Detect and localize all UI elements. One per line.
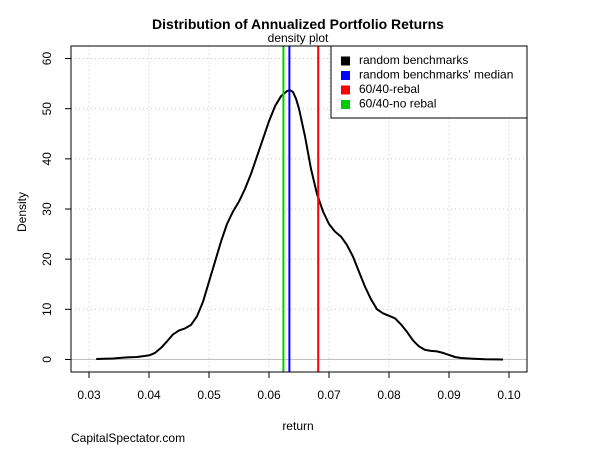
y-tick-label: 30 [40,202,54,216]
legend-box [330,45,528,119]
plot-data [71,46,527,372]
x-tick-label: 0.09 [437,388,461,402]
legend-label: random benchmarks' median [359,68,513,82]
x-tick-label: 0.10 [497,388,521,402]
y-tick-label: 60 [40,52,54,66]
x-tick-label: 0.04 [137,388,161,402]
x-tick-label: 0.06 [257,388,281,402]
legend-swatch [341,71,350,80]
y-axis-label: Density [15,192,29,232]
legend-swatch [341,100,350,109]
legend-label: 60/40-rebal [359,82,420,96]
legend-swatch [341,85,350,95]
y-tick-label: 0 [40,356,54,363]
density-line [96,89,504,361]
y-tick-label: 40 [40,152,54,166]
y-tick-label: 20 [40,252,54,266]
chart-title: Distribution of Annualized Portfolio Ret… [152,16,444,32]
x-tick-label: 0.07 [317,388,341,402]
legend-label: 60/40-no rebal [359,97,436,111]
x-tick-label: 0.05 [197,388,221,402]
legend-label: random benchmarks [359,53,468,67]
y-tick-label: 10 [40,302,54,316]
source-credit: CapitalSpectator.com [71,431,186,445]
legend-swatch [341,56,350,66]
y-tick-label: 50 [40,102,54,116]
x-tick-label: 0.08 [377,388,401,402]
chart-subtitle: density plot [268,31,329,45]
x-tick-label: 0.03 [77,388,101,402]
x-axis-label: return [282,419,313,433]
axes: 0.03 0.04 0.05 0.06 0.07 0.08 0.09 0.10 0 10 20 30 4… [40,45,528,402]
